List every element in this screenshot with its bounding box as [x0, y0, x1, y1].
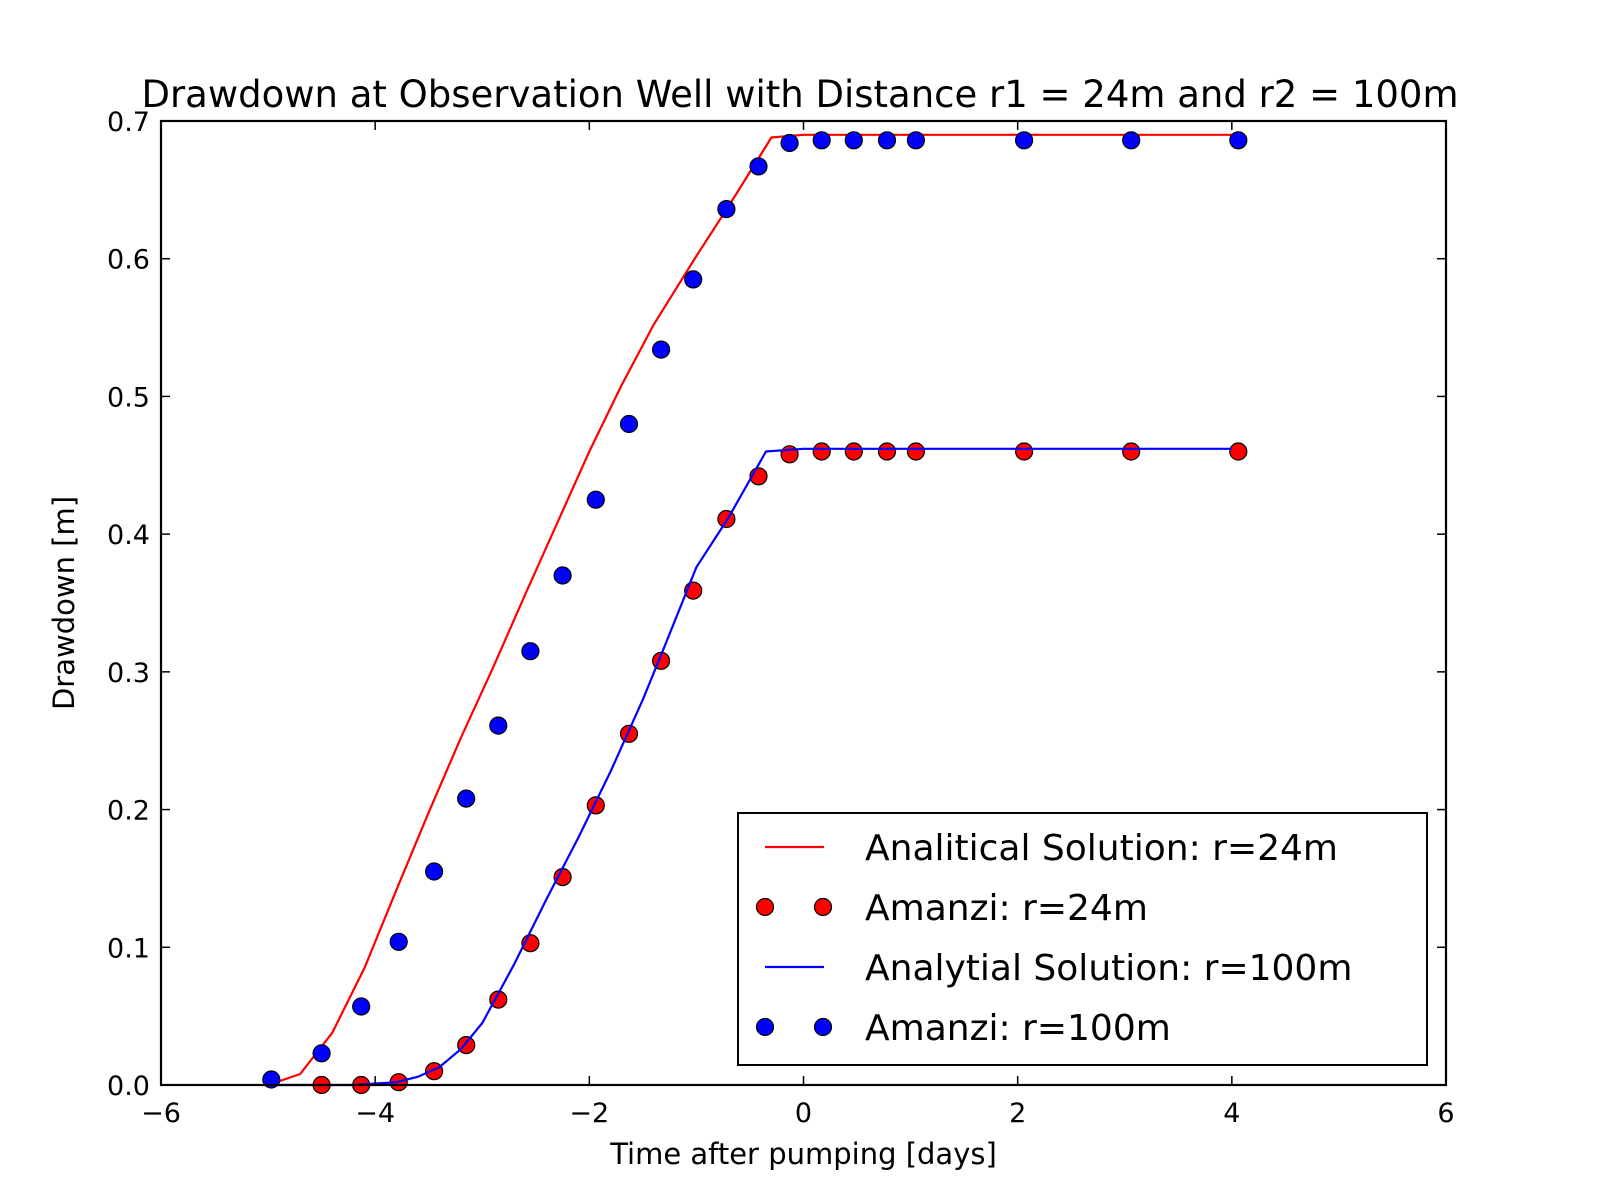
y-tick-label: 0.0: [107, 1071, 150, 1102]
data-point: [553, 566, 572, 585]
data-point: [389, 932, 408, 951]
y-tick-label: 0.7: [107, 107, 150, 138]
data-point: [352, 997, 371, 1016]
legend-label: Analitical Solution: r=24m: [865, 828, 1338, 869]
legend-marker-swatch: [755, 897, 775, 917]
legend-label: Amanzi: r=100m: [865, 1008, 1171, 1049]
data-point: [312, 1044, 331, 1063]
y-tick-label: 0.2: [107, 796, 150, 827]
legend-marker-swatch: [813, 897, 833, 917]
x-tick-label: 0: [795, 1098, 812, 1129]
data-point: [553, 867, 572, 887]
data-point: [717, 200, 736, 219]
legend-marker-swatch: [755, 1017, 775, 1037]
data-point: [489, 990, 508, 1009]
data-point: [684, 270, 703, 289]
x-tick-label: −2: [569, 1098, 609, 1129]
legend-box: [737, 812, 1428, 1066]
legend-item: Amanzi: r=24m: [755, 888, 1148, 929]
x-tick-label: 4: [1223, 1098, 1240, 1129]
data-point: [1014, 131, 1034, 150]
series-4: [262, 131, 1248, 1089]
y-axis: 0.0 0.1 0.2 0.3 0.4 0.5 0.6 0.7: [107, 107, 1446, 1102]
data-point: [651, 340, 671, 359]
plot-area: [262, 131, 1248, 1095]
legend-marker-swatch: [813, 1017, 833, 1037]
y-tick-label: 0.1: [107, 933, 150, 964]
data-point: [812, 131, 831, 150]
legend-item: Analitical Solution: r=24m: [765, 828, 1338, 869]
data-point: [877, 131, 897, 150]
data-point: [906, 442, 926, 461]
y-tick-label: 0.3: [107, 658, 150, 689]
data-point: [844, 131, 863, 150]
y-tick-label: 0.4: [107, 520, 150, 551]
data-point: [1014, 442, 1034, 461]
data-point: [586, 490, 605, 509]
legend: Analitical Solution: r=24m Amanzi: r=24m A…: [737, 812, 1428, 1066]
x-tick-label: −4: [355, 1098, 395, 1129]
legend-label: Analytial Solution: r=100m: [865, 948, 1352, 989]
legend-item: Amanzi: r=100m: [755, 1008, 1171, 1049]
series-3: [268, 447, 1232, 1087]
x-axis: −6 −4 −2 0 2 4 6: [141, 121, 1455, 1129]
data-point: [457, 789, 476, 808]
legend-item: Analytial Solution: r=100m: [765, 948, 1352, 989]
y-tick-label: 0.6: [107, 245, 150, 276]
data-point: [812, 442, 831, 461]
data-point: [425, 862, 444, 881]
x-tick-label: −6: [141, 1098, 181, 1129]
data-point: [1229, 131, 1248, 150]
data-point: [619, 414, 639, 434]
data-point: [262, 1070, 281, 1089]
data-point: [877, 442, 897, 461]
x-axis-label: Time after pumping [days]: [609, 1137, 997, 1171]
data-point: [906, 131, 926, 150]
data-point: [1229, 442, 1248, 461]
x-tick-label: 2: [1009, 1098, 1026, 1129]
x-tick-label: 6: [1437, 1098, 1454, 1129]
chart-title: Drawdown at Observation Well with Distan…: [141, 73, 1458, 116]
y-tick-label: 0.5: [107, 382, 150, 413]
data-point: [844, 442, 863, 461]
data-point: [1122, 442, 1141, 461]
legend-label: Amanzi: r=24m: [865, 888, 1148, 929]
data-point: [749, 157, 768, 176]
series-line-3: [268, 447, 1232, 1087]
data-point: [1122, 131, 1141, 150]
data-point: [521, 642, 540, 661]
data-point: [780, 133, 799, 153]
data-point: [489, 716, 508, 735]
y-axis-label: Drawdown [m]: [47, 496, 81, 710]
